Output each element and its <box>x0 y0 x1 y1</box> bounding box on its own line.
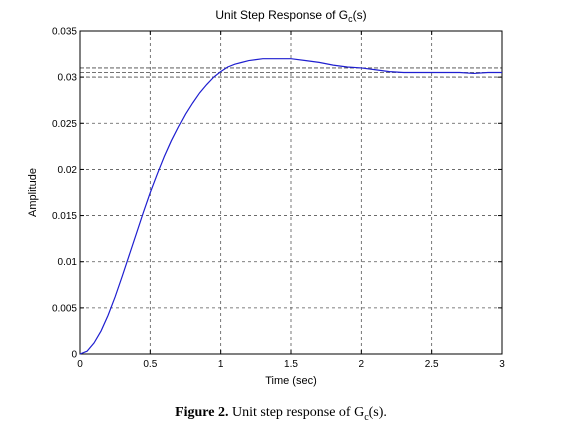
title-subscript: c <box>348 14 353 24</box>
x-tick-label: 3 <box>499 359 505 370</box>
title-suffix: (s) <box>353 8 367 22</box>
x-tick-label: 1.5 <box>284 359 298 370</box>
caption-label: Figure 2. <box>175 405 229 420</box>
x-tick-label: 0 <box>77 359 83 370</box>
y-tick-label: 0.025 <box>52 119 77 130</box>
y-tick-label: 0.01 <box>58 257 78 268</box>
y-axis-label: Amplitude <box>27 168 39 217</box>
x-tick-label: 1 <box>218 359 224 370</box>
y-tick-label: 0 <box>71 350 77 361</box>
x-tick-label: 2.5 <box>425 359 439 370</box>
step-response-chart: 0 0.5 1 1.5 2 2.5 3 0 0.005 0.01 0.015 0.02 0.025 0.0… <box>27 8 505 387</box>
x-tick-label: 0.5 <box>143 359 157 370</box>
caption-subscript: c <box>364 411 369 423</box>
y-tick-label: 0.02 <box>58 165 78 176</box>
figure-caption: Figure 2. Unit step response of Gc(s). <box>0 405 562 423</box>
caption-text: Unit step response of Gc(s). <box>231 405 387 423</box>
response-line <box>79 58 502 355</box>
y-tick-label: 0.015 <box>52 211 77 222</box>
x-tick-label: 2 <box>359 359 365 370</box>
y-tick-label: 0.03 <box>58 73 78 84</box>
y-tick-label: 0.035 <box>52 27 77 38</box>
y-tick-label: 0.005 <box>52 303 77 314</box>
x-axis-label: Time (sec) <box>265 375 317 387</box>
chart-title: Unit Step Response of Gc(s) <box>215 8 366 24</box>
